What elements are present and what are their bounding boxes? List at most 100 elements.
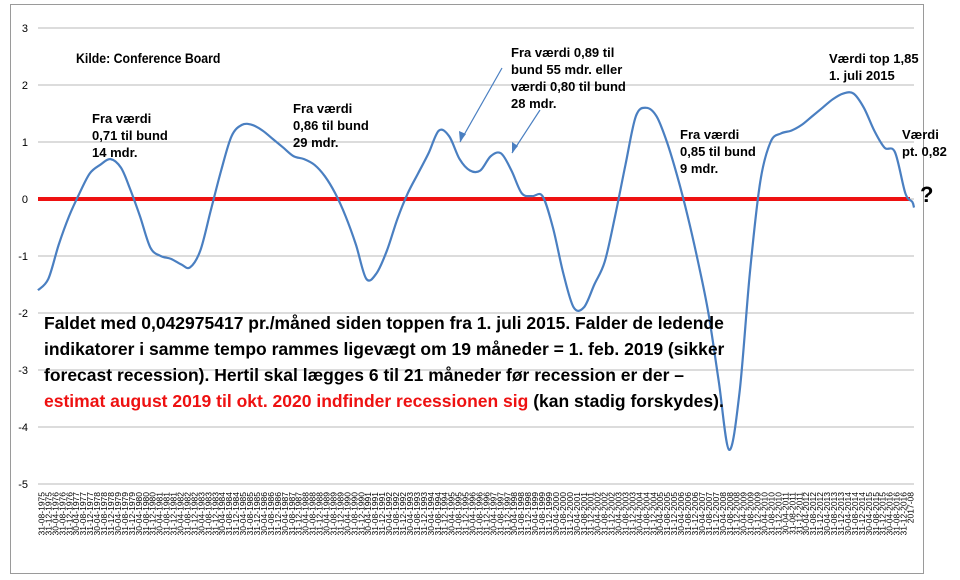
x-tick-label: 30-04-2007 [697, 492, 707, 536]
x-tick-label: 31-08-1985 [245, 492, 255, 536]
x-tick-label: 31-12-1994 [440, 492, 450, 536]
x-tick-label: 31-12-1982 [189, 492, 199, 536]
x-tick-label: 31-08-1986 [266, 492, 276, 536]
x-tick-label: 31-08-1987 [287, 492, 297, 536]
x-tick-label: 31-08-2012 [808, 492, 818, 536]
annotation-arrowhead-2 [512, 142, 518, 153]
x-tick-label: 31-08-1997 [495, 492, 505, 536]
x-tick-label: 31-08-1983 [203, 492, 213, 536]
x-tick-label: 31-12-1997 [502, 492, 512, 536]
x-tick-label: 31-12-1988 [315, 492, 325, 536]
summary-text-highlight: estimat august 2019 til okt. 2020 indfin… [44, 391, 529, 411]
x-tick-label: 31-12-1983 [210, 492, 220, 536]
x-tick-label: 30-04-1980 [134, 492, 144, 536]
annotation-arrows [459, 67, 541, 154]
x-tick-label: 30-04-1996 [468, 492, 478, 536]
x-tick-label: 31-08-1978 [99, 492, 109, 536]
x-tick-label: 30-04-1989 [322, 492, 332, 536]
x-tick-label: 30-04-1988 [301, 492, 311, 536]
x-tick-label: 30-04-2008 [718, 492, 728, 536]
x-tick-label: 31-12-1998 [523, 492, 533, 536]
annotation-arrow-1 [459, 67, 503, 143]
x-tick-label: 31-12-2005 [669, 492, 679, 536]
x-tick-label: 31-08-2014 [850, 492, 860, 536]
x-tick-label: 30-04-1992 [384, 492, 394, 536]
x-tick-label: 31-08-1981 [162, 492, 172, 536]
x-tick-label: 2017-08 [906, 492, 916, 523]
x-tick-label: 30-04-2011 [780, 492, 790, 535]
x-tick-label: 30-04-2016 [885, 492, 895, 536]
x-tick-label: 31-08-2004 [641, 492, 651, 536]
annotation-2015-top: Værdi top 1,85 1. juli 2015 [829, 51, 919, 83]
x-tick-label: 31-12-2000 [565, 492, 575, 536]
x-tick-label: 31-08-2002 [600, 492, 610, 536]
x-tick-label: 30-04-1987 [280, 492, 290, 536]
x-tick-label: 31-12-1996 [481, 492, 491, 536]
x-tick-label: 30-04-2013 [822, 492, 832, 536]
x-tick-label: 30-04-1991 [363, 492, 373, 536]
x-tick-label: 30-04-2010 [760, 492, 770, 536]
x-tick-label: 31-08-2003 [620, 492, 630, 536]
x-tick-label: 31-08-1982 [182, 492, 192, 536]
x-tick-label: 31-08-2009 [746, 492, 756, 536]
x-axis-ticks: 31-08-197531-12-197530-04-197631-08-1976… [36, 492, 915, 536]
x-tick-label: 31-12-1987 [294, 492, 304, 536]
x-tick-label: 30-04-1982 [176, 492, 186, 536]
x-tick-label: 31-08-1993 [412, 492, 422, 536]
annotation-1995: Fra værdi 0,89 til bund 55 mdr. eller væ… [511, 45, 626, 111]
x-tick-label: 31-12-1984 [231, 492, 241, 536]
x-tick-label: 31-12-1999 [544, 492, 554, 536]
x-tick-label: 31-08-2016 [892, 492, 902, 536]
x-tick-label: 31-12-2008 [732, 492, 742, 536]
x-tick-label: 31-12-2004 [648, 492, 658, 536]
gridlines [38, 27, 914, 485]
x-tick-label: 31-08-1998 [516, 492, 526, 536]
summary-text-part1: Faldet med 0,042975417 pr./måned siden t… [44, 313, 725, 385]
x-tick-label: 31-08-2011 [787, 492, 797, 535]
x-tick-label: 30-04-1977 [71, 492, 81, 536]
x-tick-label: 31-12-1977 [85, 492, 95, 536]
x-tick-label: 31-12-2013 [836, 492, 846, 536]
x-tick-label: 31-08-2008 [725, 492, 735, 536]
x-tick-label: 30-04-2005 [655, 492, 665, 536]
x-tick-label: 31-08-1995 [454, 492, 464, 536]
x-tick-label: 31-08-1996 [474, 492, 484, 536]
annotation-arrowhead-1 [459, 131, 466, 142]
x-tick-label: 31-12-1989 [335, 492, 345, 536]
x-tick-label: 31-12-1990 [356, 492, 366, 536]
x-tick-label: 31-08-2007 [704, 492, 714, 536]
x-tick-label: 31-12-2003 [627, 492, 637, 536]
source-label: Kilde: Conference Board [76, 50, 221, 66]
x-tick-label: 31-08-2015 [871, 492, 881, 536]
x-tick-label: 30-04-2000 [551, 492, 561, 536]
chart-frame [10, 4, 924, 574]
annotation-current-value: Værdi pt. 0,82 [902, 127, 947, 159]
x-tick-label: 31-08-2000 [558, 492, 568, 536]
y-tick-label: 1 [22, 137, 28, 149]
y-tick-label: 2 [22, 80, 28, 92]
x-tick-label: 31-08-1984 [224, 492, 234, 536]
x-tick-label: 31-12-1991 [377, 492, 387, 536]
x-tick-label: 31-08-1994 [433, 492, 443, 536]
x-tick-label: 31-08-1975 [36, 492, 46, 536]
x-tick-label: 31-08-1999 [537, 492, 547, 536]
x-tick-label: 31-12-1975 [43, 492, 53, 536]
annotation-1978: Fra værdi 0,71 til bund 14 mdr. [92, 111, 168, 160]
x-tick-label: 31-08-2006 [683, 492, 693, 536]
x-tick-label: 31-12-2006 [690, 492, 700, 536]
x-tick-label: 31-12-1992 [398, 492, 408, 536]
x-tick-label: 30-04-1984 [217, 492, 227, 536]
x-tick-label: 31-08-1977 [78, 492, 88, 536]
x-tick-label: 30-04-1997 [488, 492, 498, 536]
x-tick-label: 30-04-1983 [196, 492, 206, 536]
x-tick-label: 30-04-2015 [864, 492, 874, 536]
x-tick-label: 30-04-2004 [634, 492, 644, 536]
y-axis-ticks: -5 -4 -3 -2 -1 0 1 2 3 [18, 23, 28, 491]
y-tick-label: 3 [22, 23, 28, 35]
x-tick-label: 30-04-1999 [530, 492, 540, 536]
x-tick-label: 31-12-1995 [461, 492, 471, 536]
y-tick-label: -3 [18, 365, 28, 377]
x-tick-label: 31-12-1980 [148, 492, 158, 536]
x-tick-label: 30-04-1985 [238, 492, 248, 536]
